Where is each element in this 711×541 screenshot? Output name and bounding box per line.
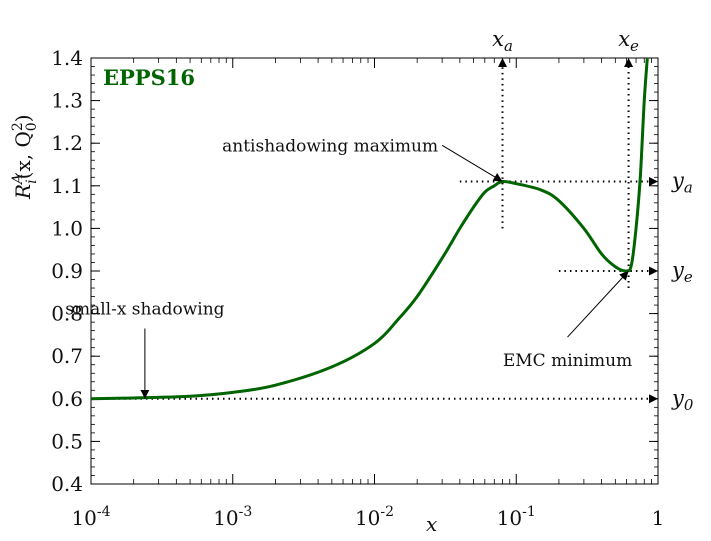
brand-label: EPPS16: [103, 65, 195, 90]
guide-lines: [91, 58, 658, 404]
y-tick-label: 0.9: [51, 259, 83, 283]
y-tick-label: 1.4: [51, 46, 83, 70]
y-tick-label: 1.2: [51, 131, 83, 155]
x-tick-label: 10-1: [497, 504, 536, 530]
annotation-arrow: [441, 144, 503, 182]
marker-labels: xa xe ya ye y0: [492, 27, 694, 414]
y-tick-label: 0.8: [51, 302, 83, 326]
y-tick-label: 1.3: [51, 89, 83, 113]
marker-label-xa: xa: [492, 27, 513, 55]
y-axis-label: RAi(x, Q20): [10, 114, 40, 200]
x-tick-label: 10-3: [213, 504, 252, 530]
x-tick-label: 10-4: [71, 504, 110, 530]
marker-label-y0: y0: [671, 386, 694, 414]
annotation-label: EMC minimum: [503, 351, 632, 371]
marker-label-xe: xe: [618, 27, 639, 55]
x-tick-label: 10-2: [355, 504, 394, 530]
annotation-label: antishadowing maximum: [222, 136, 438, 156]
x-tick-label: 1: [652, 506, 665, 530]
annotations: small-x shadowing antishadowing maximum EM…: [65, 136, 632, 399]
y-axis-ticks: 0.4 0.5 0.6 0.7 0.8 0.9 1.0 1.1 1.2 1.3 1.4: [51, 46, 658, 496]
x-axis-ticks: 10-4 10-3 10-2 10-1 1: [71, 58, 664, 530]
series-line: [91, 58, 649, 401]
marker-label-ya: ya: [671, 169, 693, 197]
annotation-arrow: [567, 270, 629, 338]
y-tick-label: 1.1: [51, 174, 83, 198]
y-tick-label: 0.6: [51, 387, 83, 411]
x-axis-label: x: [426, 512, 437, 536]
y-tick-label: 0.7: [51, 344, 83, 368]
minor-ticks: [91, 57, 658, 485]
plot-frame: [90, 57, 659, 485]
y-tick-label: 1.0: [51, 216, 83, 240]
y-tick-label: 0.5: [51, 429, 83, 453]
marker-label-ye: ye: [671, 258, 693, 286]
y-tick-label: 0.4: [51, 472, 83, 496]
annotation-label: small-x shadowing: [65, 300, 224, 320]
